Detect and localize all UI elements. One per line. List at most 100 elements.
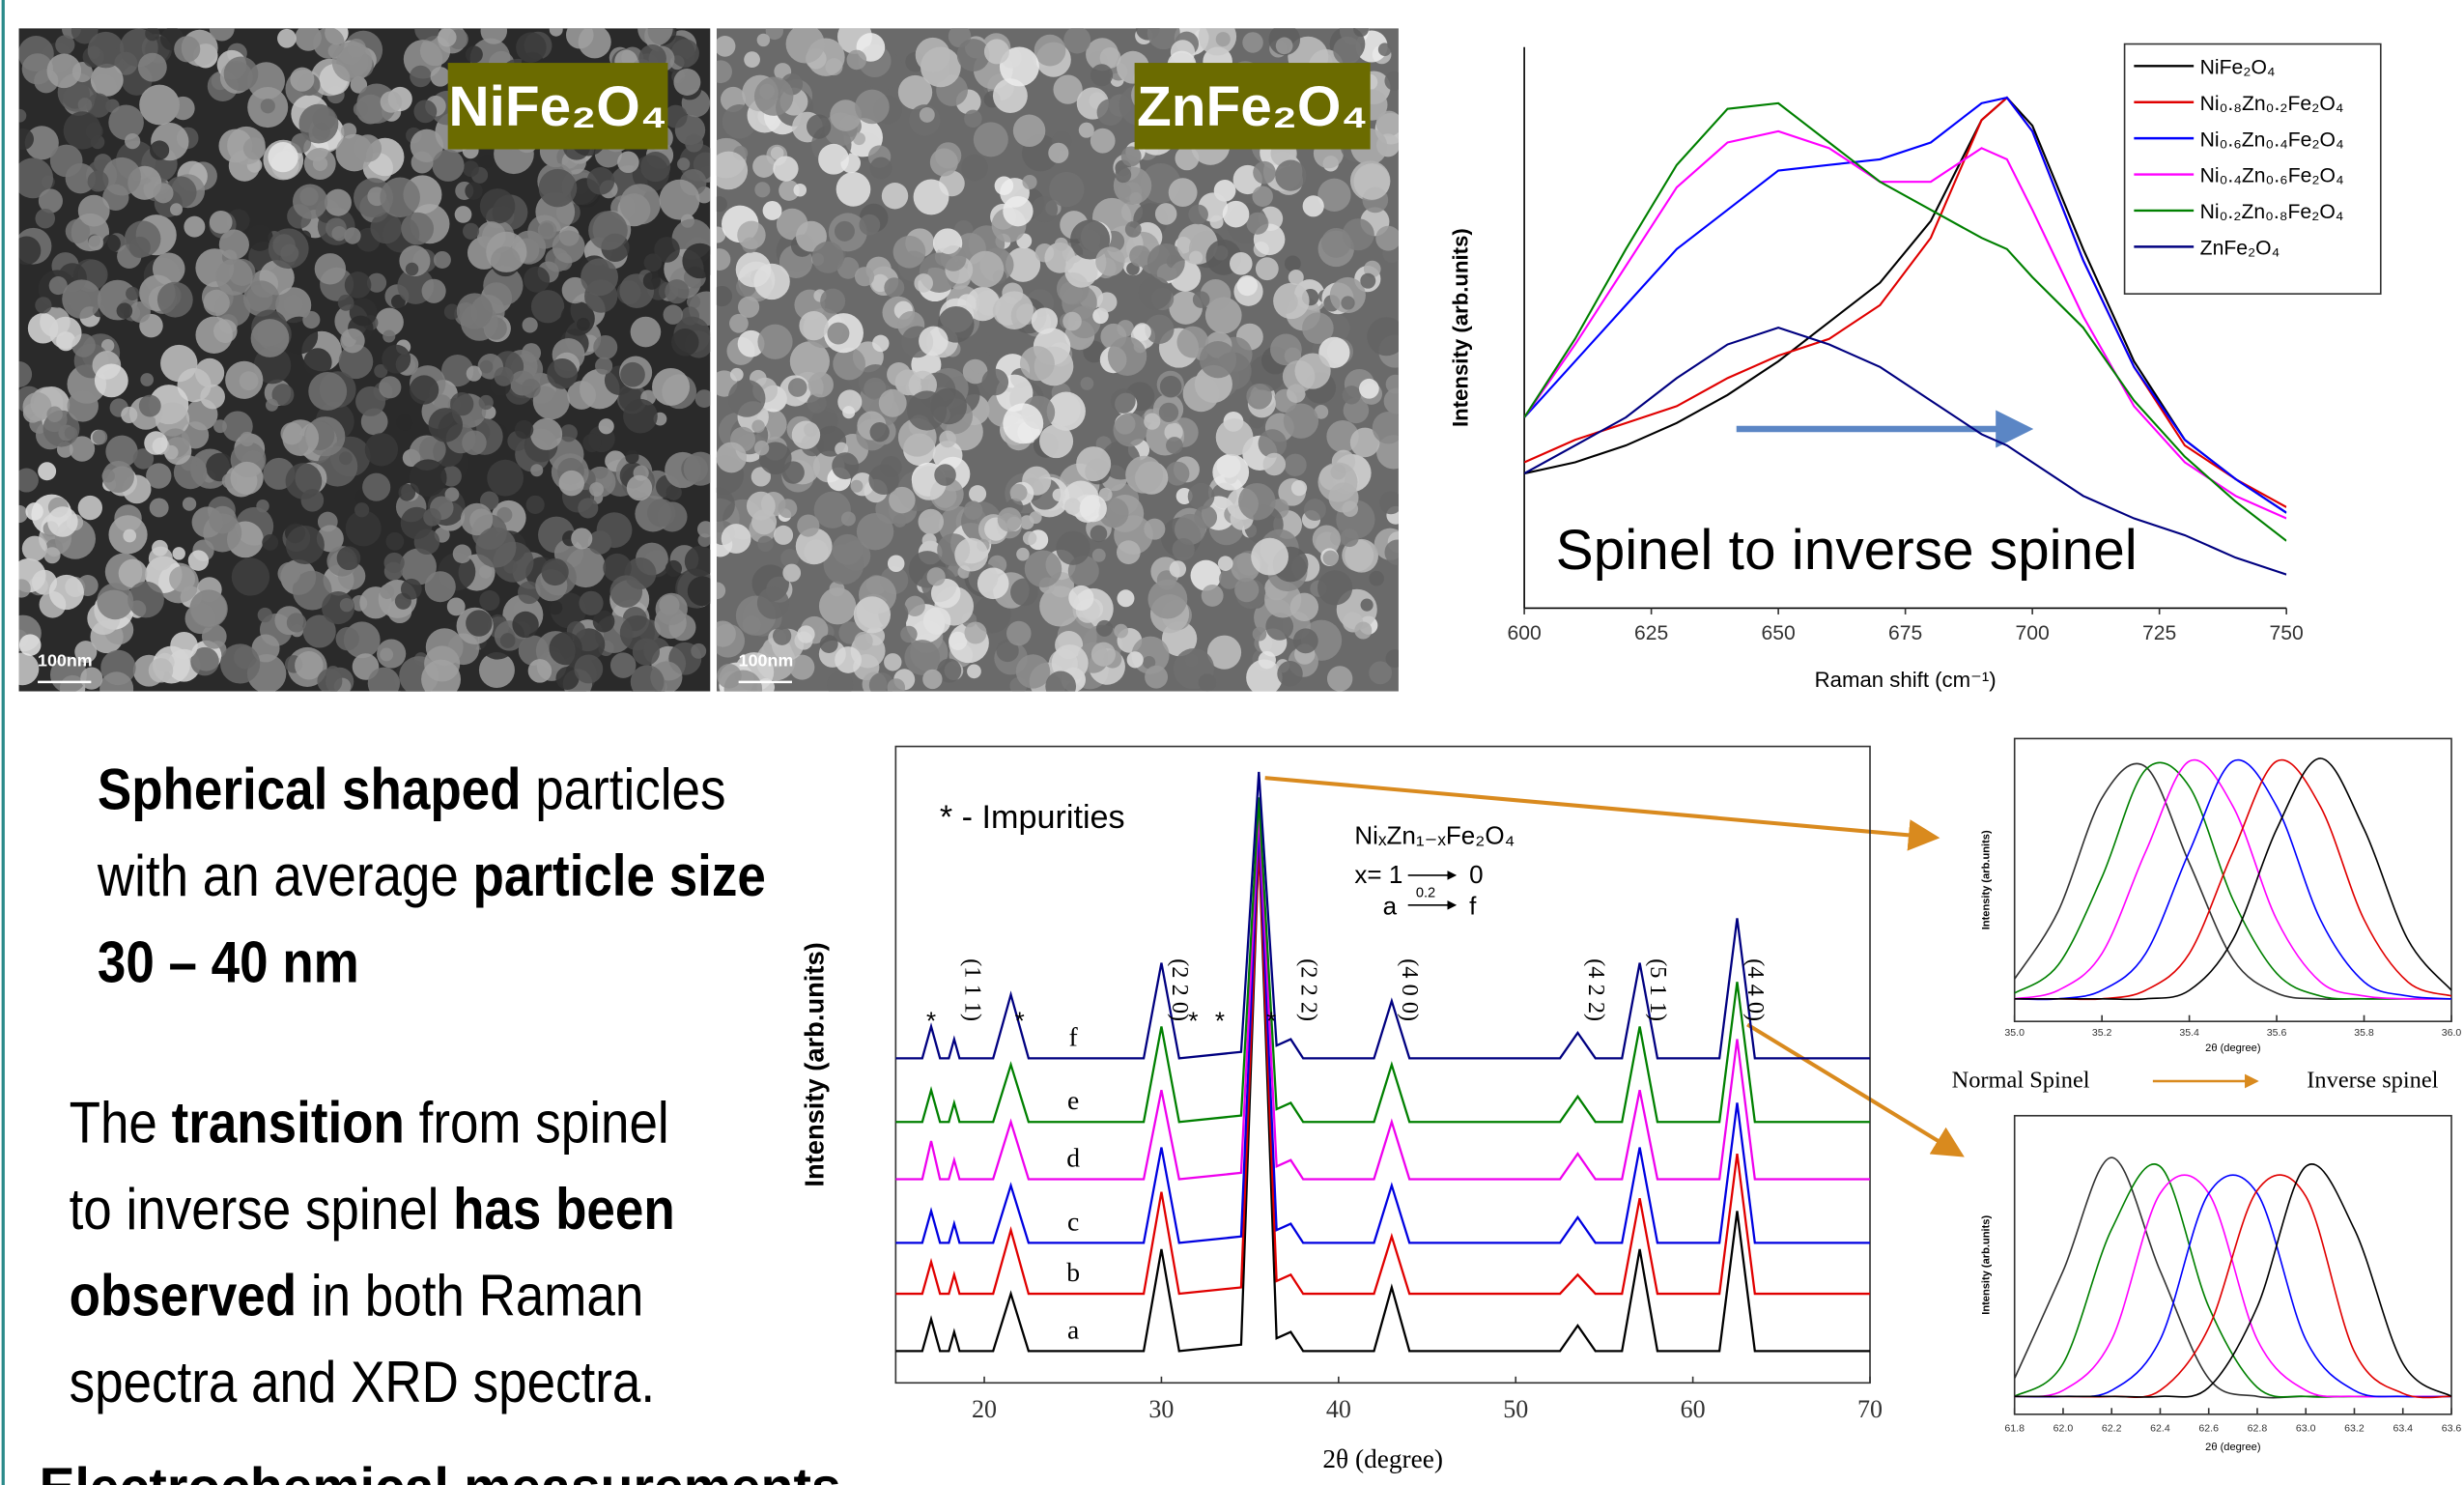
sem-grain [930,148,958,176]
text-run: The [70,1091,172,1156]
sem-grain [589,482,604,497]
sem-grain [738,297,759,318]
sem-grain [671,328,699,357]
sem-grain [1327,666,1352,691]
sem-grain [1155,203,1177,225]
sem-grain [788,378,807,397]
sem-grain [995,176,1014,195]
sem-grain [1081,377,1094,390]
sem-grain [797,515,819,537]
sem-grain [870,422,890,442]
impurity-mark: * [1188,1006,1198,1035]
sem-grain [304,148,336,180]
sem-grain [550,23,563,37]
sem-grain [709,60,732,83]
text-run: in both Raman [297,1264,643,1328]
sem-grain [282,419,319,456]
sem-grain [593,335,617,359]
sem-grain [656,593,688,625]
sem-grain [35,297,51,313]
caption: Normal Spinel [1952,1068,2090,1094]
sem-grain [773,157,798,182]
chart: 600625650675700725750Raman shift (cm⁻¹)I… [1449,44,2381,692]
sem-grain [724,670,762,707]
sem-grain [939,431,956,448]
sem-grain [210,211,233,234]
sem-grain [652,368,690,406]
sem-grain [1333,37,1361,65]
x-tick-label: 63.6 [2442,1423,2462,1435]
sem-grain [1263,453,1286,475]
sem-grain [150,499,169,518]
sem-grain [1323,551,1339,566]
sem-grain [1159,403,1178,422]
sem-grain [102,461,134,493]
series-line [2015,760,2451,1000]
sem-grain [1234,578,1259,602]
sem-grain [998,507,1022,531]
sem-grain [286,463,323,500]
sem-grain [345,271,372,299]
peak-label: (4 4 0) [1742,958,1769,1021]
sem-grain [126,287,139,300]
sem-grain [625,450,638,464]
sem-grain [786,24,825,63]
sem-grain [1218,556,1233,571]
sem-grain [914,180,949,215]
text-run: 30 – 40 nm [98,930,359,995]
text-run: has been [453,1178,675,1242]
sem-grain [893,514,907,528]
sem-grain [462,430,487,455]
sem-grain [97,583,133,619]
sem-grain [1144,519,1165,540]
sem-grain [778,499,797,518]
sem-grain [138,53,167,82]
sem-grain [1062,312,1082,331]
sem-grain [1303,195,1324,216]
sem-grain [210,16,235,42]
sem-grain [1384,71,1403,91]
sem-grain [827,323,849,345]
impurity-mark: * [1215,1006,1225,1035]
sem-grain [660,180,700,220]
sem-grain [1032,307,1058,333]
series-label: c [1067,1206,1079,1236]
sem-grain [466,45,483,63]
sem-grain [1170,560,1186,577]
sem-grain [1115,166,1131,183]
sem-grain [868,465,898,495]
sem-grain [710,621,736,647]
sem-grain [95,363,128,397]
sem-grain [290,68,314,92]
sem-grain [1291,480,1307,496]
sem-grain [640,152,670,182]
sem-grain [149,658,173,682]
sem-grain [1384,387,1410,414]
sem-grain [753,264,789,300]
sem-grain [827,671,853,698]
sem-grain [754,182,770,197]
sem-grain [377,639,406,668]
peak-label: (4 0 0) [1397,958,1423,1021]
annotation: Spinel to inverse spinel [1556,519,2138,582]
sem-grain [313,27,345,59]
sem-grain [68,390,99,421]
sem-grain [671,39,699,67]
sem-grain [808,372,834,397]
sem-grain [708,248,730,271]
sem-grain [547,358,578,389]
sem-grain [581,258,618,296]
sem-grain [44,547,61,563]
chart: 2030405060702θ (degree)Intensity (arb.un… [799,747,1883,1474]
x-tick-label: 40 [1326,1395,1351,1423]
sem-grain [859,214,880,236]
sem-grain [102,234,121,252]
paragraph-line: The transition from spinel [70,1091,669,1156]
sem-grain [422,279,446,303]
sem-grain [287,613,306,632]
sem-grain [479,395,494,410]
sem-grain [716,443,747,473]
sem-grain [368,668,400,700]
sem-grain [261,99,275,113]
series-line [2015,1157,2451,1398]
